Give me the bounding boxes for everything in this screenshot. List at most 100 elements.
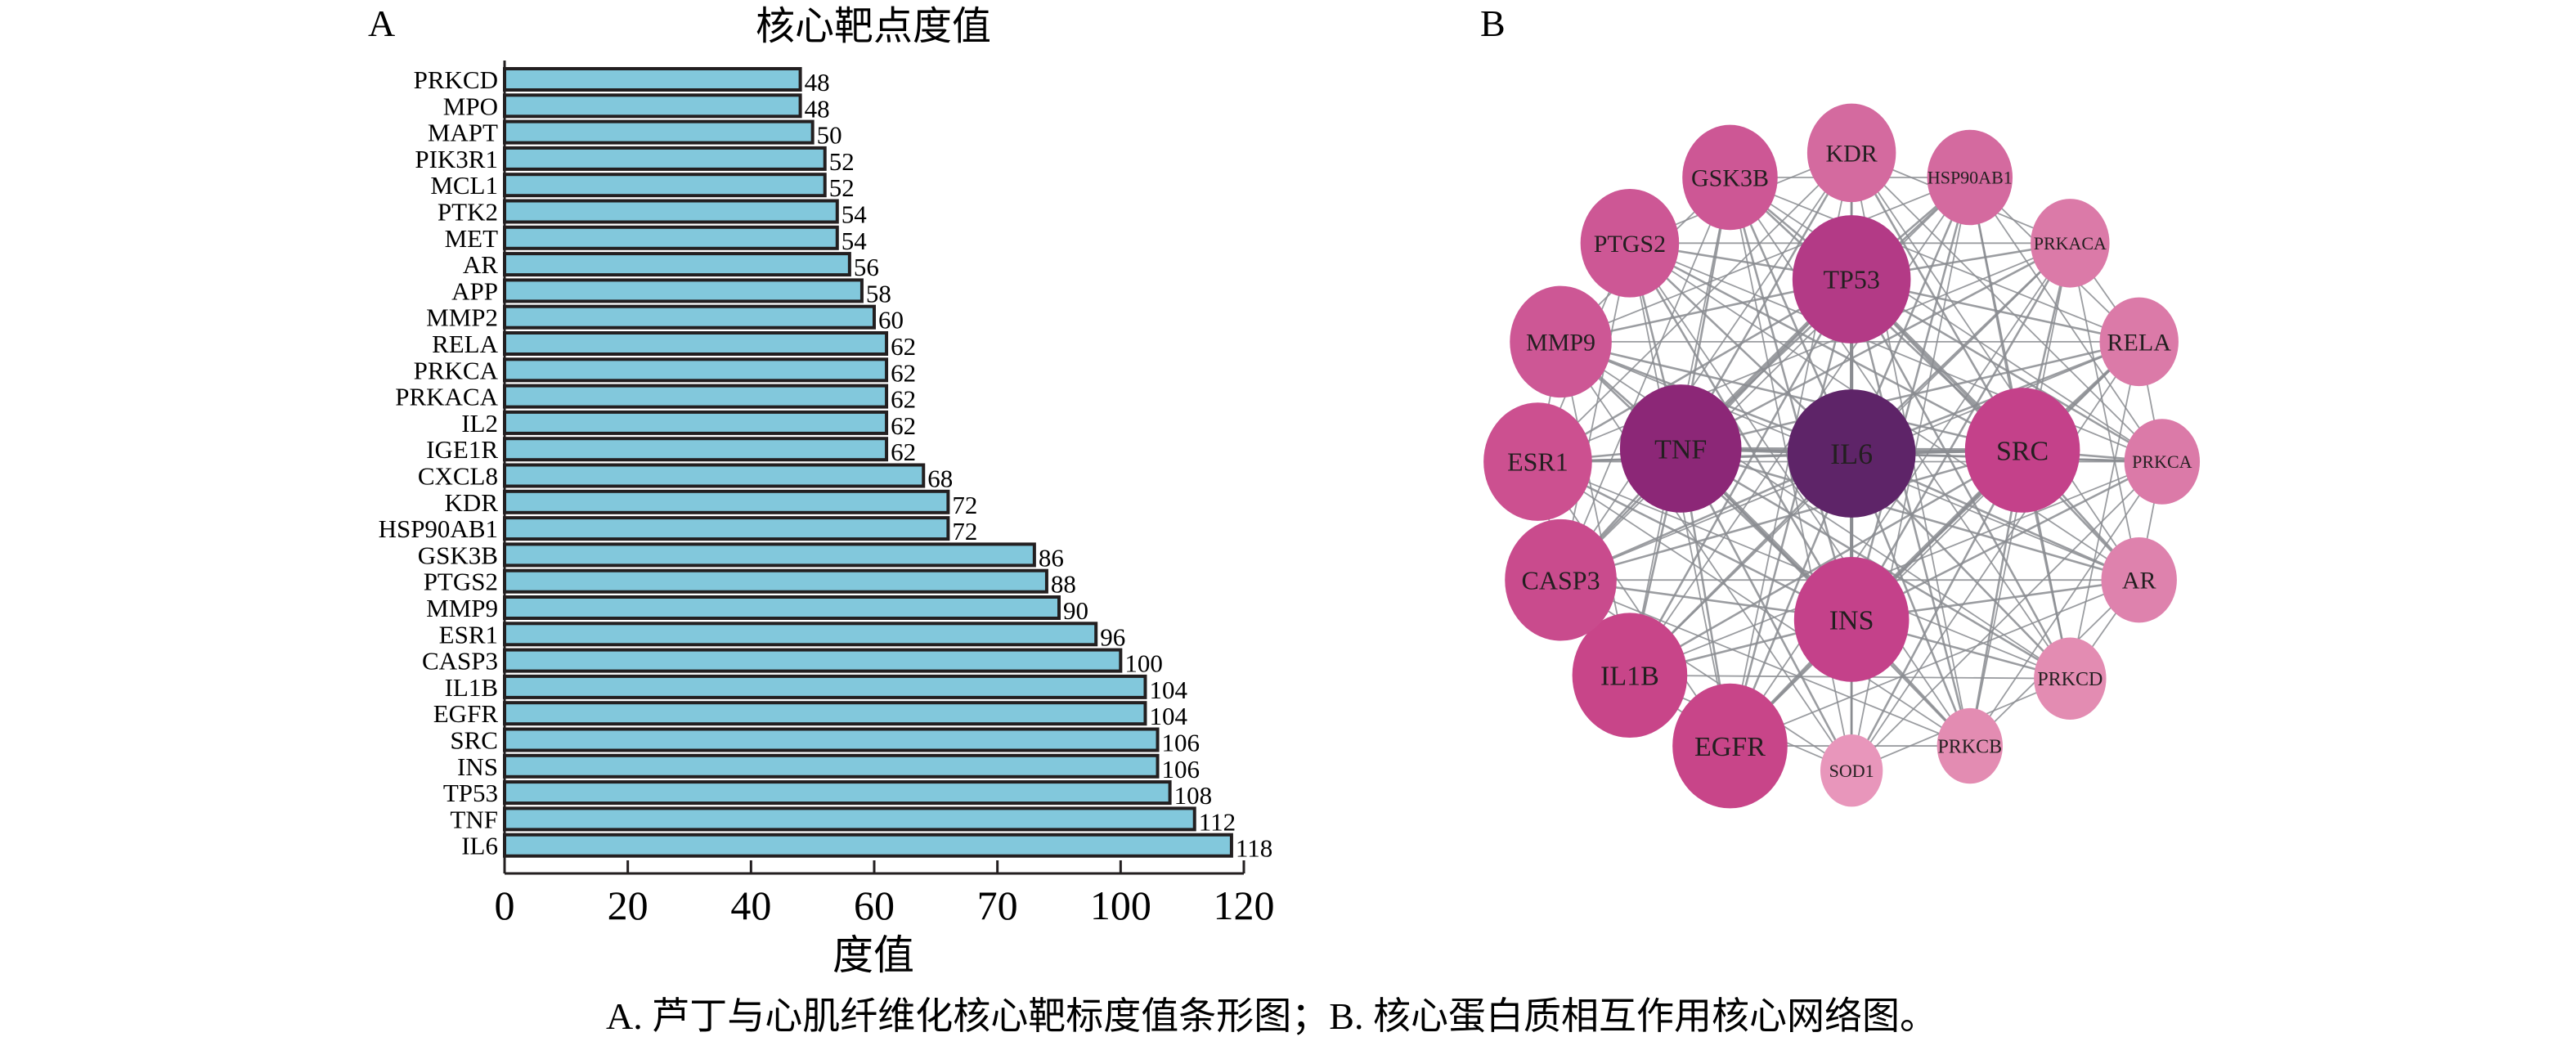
- node-il1b[interactable]: IL1B: [1572, 613, 1688, 738]
- value-label: 106: [1162, 729, 1200, 757]
- node-circle: [2034, 637, 2107, 720]
- node-label: PRKCA: [2132, 451, 2192, 472]
- node-circle: [1792, 215, 1911, 343]
- node-circle: [1964, 388, 2080, 513]
- category-label: IGE1R: [426, 435, 498, 464]
- bar-met: [503, 225, 839, 250]
- node-prkaca[interactable]: PRKACA: [2031, 199, 2110, 288]
- node-egfr[interactable]: EGFR: [1672, 683, 1788, 809]
- node-rela[interactable]: RELA: [2099, 297, 2179, 387]
- bar-chart-title: 核心靶点度值: [756, 5, 991, 48]
- edge-src-casp3: [1560, 449, 2023, 581]
- category-label: MMP2: [426, 303, 498, 332]
- category-label: AR: [463, 250, 498, 279]
- node-label: INS: [1829, 605, 1874, 635]
- category-label: IL2: [461, 409, 498, 438]
- node-circle: [1682, 124, 1778, 231]
- node-ptgs2[interactable]: PTGS2: [1580, 189, 1680, 298]
- edge-prkcd-esr1: [1537, 460, 2071, 680]
- category-label: SRC: [450, 726, 498, 755]
- node-casp3[interactable]: CASP3: [1505, 519, 1617, 641]
- value-label: 58: [866, 279, 891, 308]
- edge-tp53-esr1: [1537, 278, 1852, 463]
- node-tp53[interactable]: TP53: [1792, 215, 1911, 343]
- value-label: 72: [952, 491, 977, 519]
- bar-ige1r: [503, 437, 889, 462]
- value-label: 62: [891, 358, 916, 387]
- bar-tp53: [503, 780, 1172, 806]
- bar-pik3r1: [503, 146, 827, 171]
- bar-tnf: [503, 806, 1196, 832]
- value-label: 104: [1149, 676, 1187, 704]
- node-label: GSK3B: [1691, 164, 1769, 191]
- node-il6[interactable]: IL6: [1787, 389, 1916, 518]
- value-label: 68: [927, 465, 953, 493]
- edge-prkcb-casp3: [1560, 579, 1971, 747]
- x-tick-label: 20: [608, 882, 648, 928]
- node-ins[interactable]: INS: [1793, 557, 1910, 682]
- edge-sod1-casp3: [1560, 579, 1852, 771]
- node-prkca[interactable]: PRKCA: [2124, 419, 2201, 505]
- edge-tp53-prkcd: [1851, 278, 2071, 680]
- bar-egfr: [503, 701, 1147, 726]
- edge-ins-esr1: [1537, 460, 1852, 621]
- node-mmp9[interactable]: MMP9: [1510, 285, 1612, 398]
- node-label: CASP3: [1522, 565, 1600, 595]
- node-sod1[interactable]: SOD1: [1820, 734, 1883, 807]
- category-label: TP53: [443, 779, 498, 807]
- edge-rela-gsk3b: [1730, 177, 2140, 343]
- category-label: PTGS2: [424, 568, 498, 596]
- value-label: 88: [1051, 570, 1076, 599]
- value-label: 86: [1039, 543, 1064, 572]
- edge-prkcb-esr1: [1537, 460, 1971, 747]
- category-label: ESR1: [439, 620, 498, 649]
- node-circle: [1820, 734, 1883, 807]
- node-circle: [1806, 103, 1896, 203]
- node-ar[interactable]: AR: [2101, 536, 2177, 623]
- panel-b-label: B: [1480, 2, 1506, 44]
- edge-tnf-prkca: [1681, 447, 2162, 463]
- edge-src-il1b: [1629, 449, 2023, 676]
- network-nodes: IL6 TNF TP53 SRC INS KDR HSP90AB1 PRKACA RELA PRK…: [1483, 103, 2201, 809]
- value-label: 62: [891, 438, 916, 466]
- node-src[interactable]: SRC: [1964, 388, 2080, 513]
- node-gsk3b[interactable]: GSK3B: [1682, 124, 1778, 231]
- value-label: 52: [829, 173, 855, 202]
- node-prkcd[interactable]: PRKCD: [2034, 637, 2107, 720]
- node-kdr[interactable]: KDR: [1806, 103, 1896, 203]
- edge-prkca-il1b: [1629, 460, 2163, 676]
- value-label: 90: [1063, 596, 1088, 625]
- edge-tp53-egfr: [1729, 279, 1853, 747]
- bar-rela: [503, 331, 889, 356]
- bar-mmp2: [503, 304, 876, 330]
- node-tnf[interactable]: TNF: [1619, 384, 1742, 513]
- node-esr1[interactable]: ESR1: [1483, 402, 1592, 521]
- edge-src-ptgs2: [1629, 242, 2023, 451]
- x-tick-label: 100: [1090, 882, 1151, 928]
- x-tick-label: 70: [977, 882, 1018, 928]
- bar-mmp9: [503, 595, 1061, 620]
- node-label: IL1B: [1600, 662, 1659, 692]
- bar-gsk3b: [503, 542, 1036, 568]
- edge-hsp90ab1-prkca: [1969, 177, 2163, 463]
- node-circle: [1927, 129, 2013, 226]
- edge-prkca-prkcb: [1969, 461, 2163, 747]
- node-prkcb[interactable]: PRKCB: [1936, 707, 2003, 784]
- category-label: PIK3R1: [415, 145, 498, 173]
- node-label: PRKCD: [2037, 669, 2103, 690]
- node-circle: [1572, 613, 1688, 738]
- value-label: 118: [1236, 834, 1272, 863]
- bar-mpo: [503, 93, 802, 119]
- bar-il6: [503, 833, 1233, 858]
- category-label: PRKCD: [414, 65, 498, 94]
- node-circle: [1672, 683, 1788, 809]
- node-label: IL6: [1830, 438, 1873, 470]
- value-label: 106: [1162, 755, 1200, 783]
- node-label: HSP90AB1: [1928, 168, 2013, 188]
- edge-src-mmp9: [1560, 340, 2023, 451]
- edge-hsp90ab1-mmp9: [1560, 177, 1971, 343]
- edge-prkaca-ar: [2069, 243, 2140, 581]
- node-hsp90ab1[interactable]: HSP90AB1: [1927, 129, 2013, 226]
- bar-mapt: [503, 119, 815, 145]
